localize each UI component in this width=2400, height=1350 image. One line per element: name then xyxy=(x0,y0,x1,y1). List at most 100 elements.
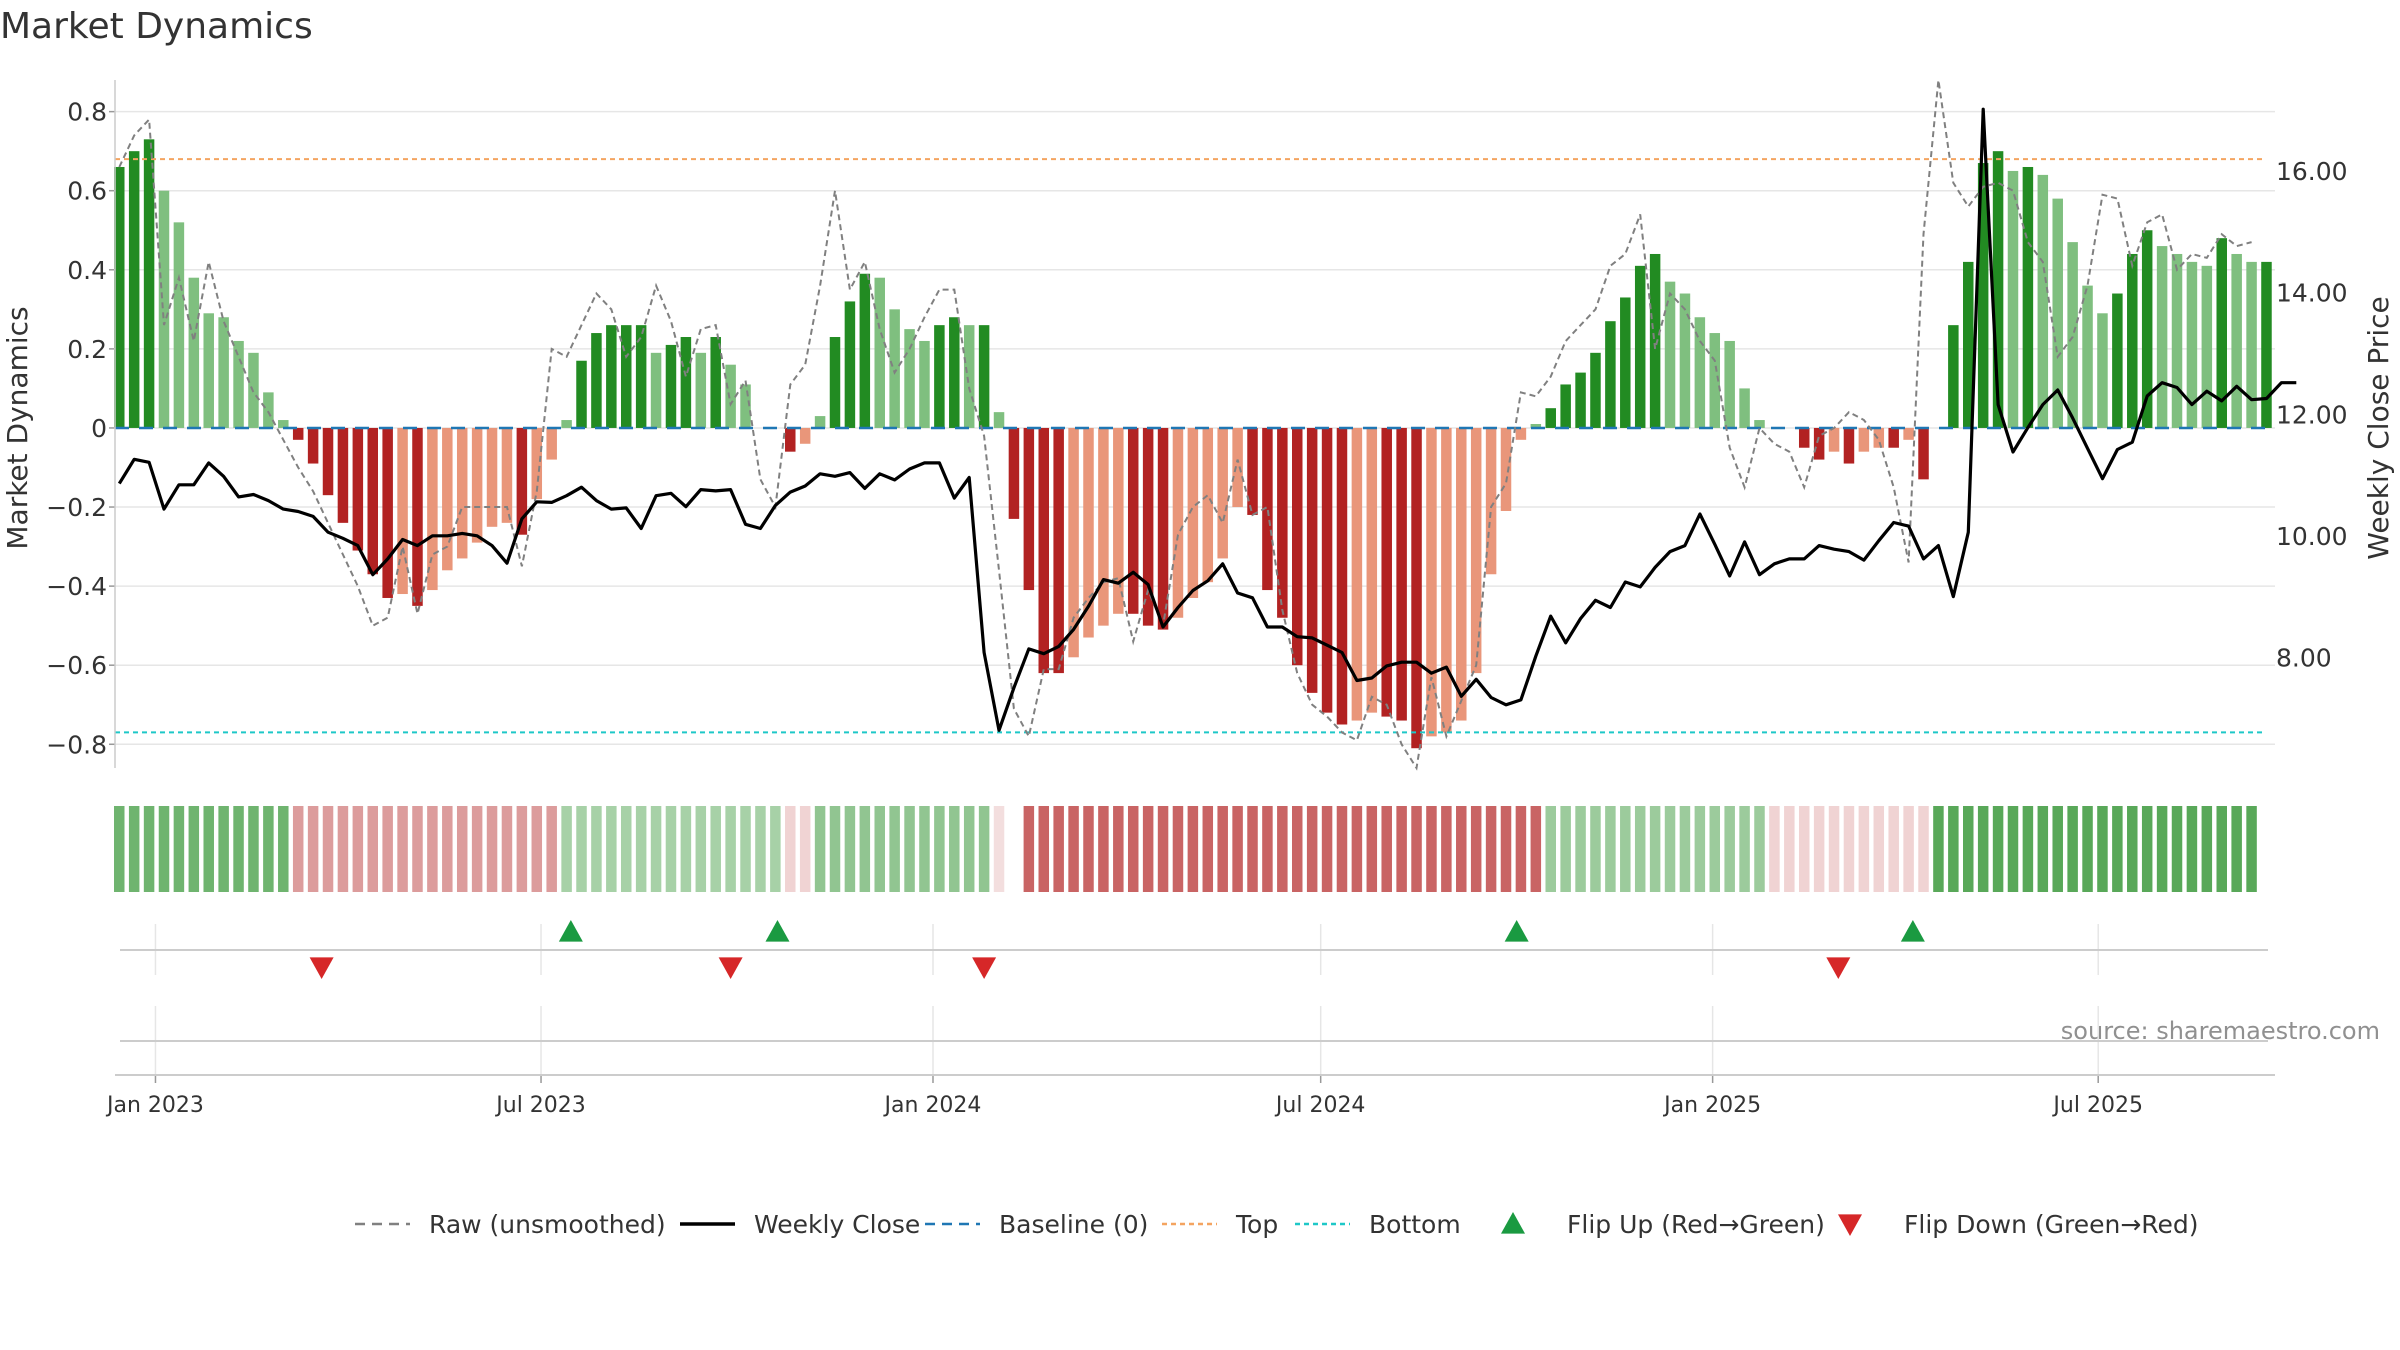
bar xyxy=(561,420,572,428)
regime-cell xyxy=(1963,806,1974,892)
regime-cell xyxy=(2037,806,2049,892)
y-tick-label: 0 xyxy=(91,414,107,443)
regime-cell xyxy=(337,806,349,892)
regime-cell xyxy=(2246,806,2257,892)
bar xyxy=(546,427,557,460)
bar xyxy=(1038,427,1050,674)
bar xyxy=(1992,151,2004,428)
y-tick-label: 0.2 xyxy=(67,335,107,364)
regime-cell xyxy=(710,806,721,892)
bar xyxy=(456,427,468,559)
x-tick-label: Jan 2025 xyxy=(1662,1093,1761,1118)
y2-tick-label: 8.00 xyxy=(2276,643,2332,672)
bar xyxy=(1396,427,1407,721)
flip-up-marker xyxy=(1900,920,1925,942)
regime-cell xyxy=(442,806,453,892)
regime-cell xyxy=(770,806,781,892)
bar xyxy=(1053,427,1064,674)
bar xyxy=(1232,427,1243,508)
regime-cell xyxy=(546,806,557,892)
regime-cell xyxy=(1127,806,1139,892)
regime-cell xyxy=(114,806,125,892)
bar xyxy=(2246,261,2257,428)
regime-cell xyxy=(978,806,990,892)
regime-cell xyxy=(1172,806,1184,892)
regime-cell xyxy=(1441,806,1452,892)
regime-cell xyxy=(606,806,617,892)
regime-cell xyxy=(1918,806,1929,892)
x-tick-label: Jul 2025 xyxy=(2051,1093,2143,1118)
regime-cell xyxy=(635,806,647,892)
bar xyxy=(367,427,379,575)
bar xyxy=(1545,408,1556,428)
regime-cell xyxy=(1336,806,1348,892)
bar xyxy=(1127,427,1139,614)
regime-cell xyxy=(1590,806,1601,892)
bar xyxy=(2052,198,2063,428)
lines-layer xyxy=(115,79,2297,771)
regime-cell xyxy=(2171,806,2183,892)
regime-cell xyxy=(740,806,751,892)
bar xyxy=(531,427,543,500)
bar xyxy=(591,333,602,428)
x-tick-label: Jan 2023 xyxy=(105,1093,204,1118)
regime-cell xyxy=(143,806,155,892)
y2-tick-label: 14.00 xyxy=(2276,279,2348,308)
bar xyxy=(278,420,289,428)
y-tick-label: −0.6 xyxy=(46,651,107,680)
bar xyxy=(635,325,647,428)
regime-cell xyxy=(2007,806,2019,892)
regime-cell xyxy=(934,806,945,892)
regime-cell xyxy=(1709,806,1721,892)
bar xyxy=(1441,427,1452,733)
regime-cell xyxy=(2022,806,2034,892)
bar xyxy=(128,151,140,428)
bar xyxy=(2201,265,2213,428)
bar xyxy=(1426,427,1437,737)
regime-cell xyxy=(993,806,1005,892)
bar xyxy=(382,427,393,598)
bar xyxy=(1873,427,1885,448)
regime-cell xyxy=(576,806,587,892)
bar xyxy=(949,317,960,428)
x-tick-label: Jul 2024 xyxy=(1274,1093,1366,1118)
bar xyxy=(1724,340,1735,428)
legend-label-top: Top xyxy=(1235,1210,1278,1239)
regime-cell xyxy=(665,806,677,892)
legend-label-baseline: Baseline (0) xyxy=(999,1210,1148,1239)
bar xyxy=(2097,313,2108,428)
regime-cell xyxy=(471,806,483,892)
bar xyxy=(963,325,975,428)
bar xyxy=(874,277,885,428)
bar xyxy=(2037,174,2049,428)
legend-label-flip_down: Flip Down (Green→Red) xyxy=(1904,1210,2199,1239)
bar xyxy=(1485,427,1497,575)
regime-cell xyxy=(367,806,379,892)
bar xyxy=(2141,230,2153,428)
bar xyxy=(1590,352,1601,428)
bar xyxy=(829,337,841,428)
regime-cell xyxy=(2141,806,2153,892)
bar xyxy=(2231,253,2242,428)
bar xyxy=(710,337,721,428)
flip-events xyxy=(309,920,1925,1236)
regime-cell xyxy=(1560,806,1571,892)
bar xyxy=(1515,427,1527,440)
regime-cell xyxy=(278,806,289,892)
bar xyxy=(322,427,334,496)
axis-layer: 0.8 0.6 0.4 0.2 0 −0.2 −0.4 −0.6 −0.8 8.00 10.00 12… xyxy=(46,80,2348,1118)
raw-line xyxy=(118,79,2252,771)
regime-cell xyxy=(1888,806,1899,892)
bar xyxy=(1888,427,1899,448)
bar xyxy=(263,392,274,428)
bar xyxy=(1948,325,1959,428)
flip-up-marker xyxy=(558,920,583,942)
regime-cell xyxy=(1351,806,1363,892)
flip-up-marker xyxy=(765,920,790,942)
bar xyxy=(620,325,632,428)
bar xyxy=(1217,427,1228,559)
bar xyxy=(844,301,856,428)
regime-cell xyxy=(2201,806,2213,892)
regime-cell xyxy=(591,806,602,892)
